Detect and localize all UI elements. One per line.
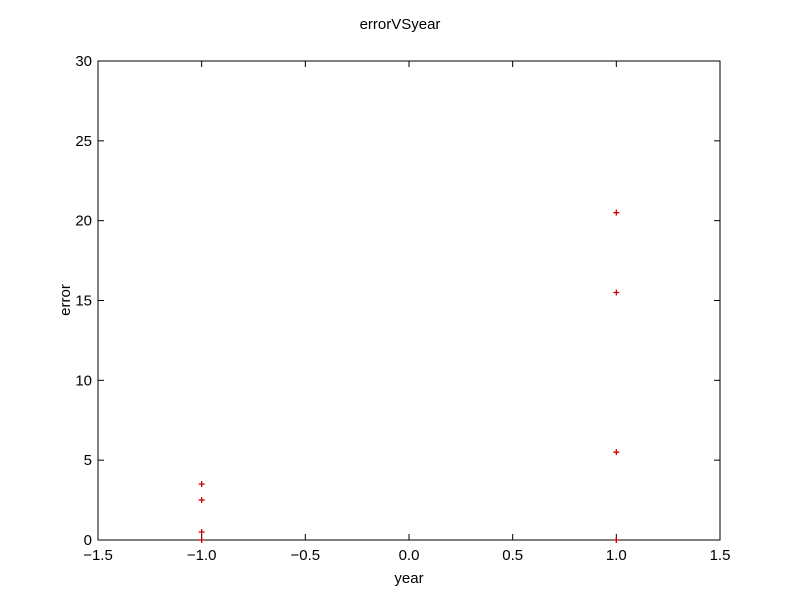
- data-point: [198, 481, 205, 488]
- x-axis-title: year: [394, 570, 423, 587]
- data-point: [198, 537, 205, 543]
- x-tick-label: −1.5: [83, 547, 113, 564]
- data-point: [198, 529, 205, 536]
- plot-frame: [97, 60, 721, 541]
- data-point: [613, 537, 620, 543]
- y-tick-label: 0: [84, 532, 92, 549]
- x-tick-label: 0.0: [399, 547, 420, 564]
- y-tick-label: 30: [75, 53, 92, 70]
- y-axis-title: error: [57, 284, 74, 316]
- data-point: [613, 209, 620, 216]
- chart-title: errorVSyear: [360, 16, 441, 33]
- x-tick-label: 1.5: [710, 547, 731, 564]
- x-tick-label: −1.0: [187, 547, 217, 564]
- x-tick-label: 1.0: [606, 547, 627, 564]
- x-tick-label: 0.5: [502, 547, 523, 564]
- plot-area: −1.5 −1.0 −0.5 0.0 0.5 1.0 1.5 0 5 10 15 20 25 30: [75, 53, 730, 564]
- y-tick-label: 10: [75, 372, 92, 389]
- x-tick-label: −0.5: [291, 547, 321, 564]
- data-point: [613, 449, 620, 456]
- data-point: [198, 497, 205, 504]
- y-tick-label: 15: [75, 293, 92, 310]
- y-tick-label: 5: [84, 452, 92, 469]
- y-tick-label: 20: [75, 213, 92, 230]
- data-point: [613, 289, 620, 296]
- y-tick-label: 25: [75, 133, 92, 150]
